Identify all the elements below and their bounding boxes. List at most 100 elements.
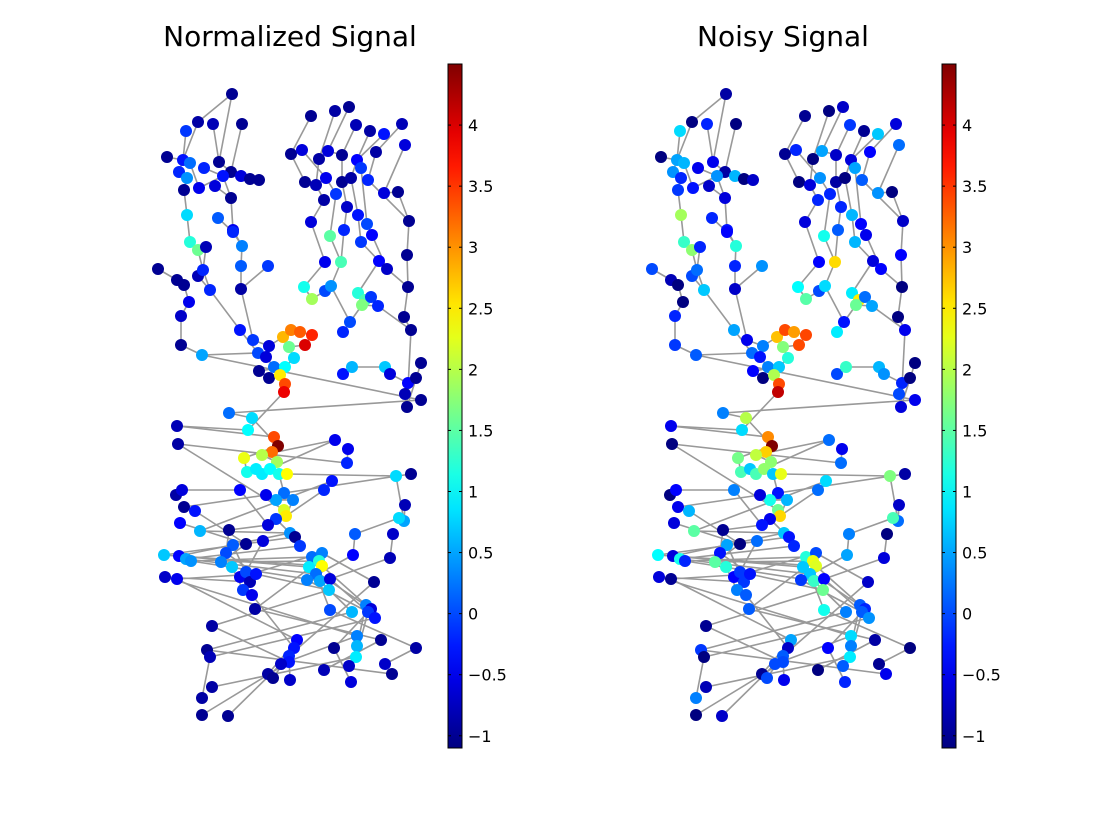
graph-node xyxy=(284,674,296,686)
graph-node xyxy=(703,180,715,192)
graph-node xyxy=(403,215,415,227)
graph-edge xyxy=(695,352,753,356)
graph-node xyxy=(240,538,252,550)
graph-node xyxy=(288,352,300,364)
graph-node xyxy=(669,339,681,351)
graph-edge xyxy=(288,581,375,657)
graph-node xyxy=(790,144,802,156)
graph-edge xyxy=(844,177,853,216)
graph-node xyxy=(757,372,769,384)
graph-node xyxy=(812,484,824,496)
graph-node xyxy=(792,281,804,293)
graph-node xyxy=(250,568,262,580)
graph-node xyxy=(895,401,907,413)
graph-node xyxy=(716,710,728,722)
graph-node xyxy=(881,528,893,540)
graph-edge xyxy=(700,611,847,651)
graph-node xyxy=(379,658,391,670)
graph-node xyxy=(841,549,853,561)
graph-node xyxy=(384,368,396,380)
graph-node xyxy=(280,510,292,522)
graph-edge xyxy=(185,558,317,575)
graph-node xyxy=(324,230,336,242)
graph-edge xyxy=(182,121,199,161)
graph-node xyxy=(175,339,187,351)
graph-node xyxy=(747,174,759,186)
graph-node xyxy=(223,524,235,536)
graph-node xyxy=(714,547,726,559)
graph-node xyxy=(238,452,250,464)
colorbar-tick-label: 3.5 xyxy=(962,177,987,196)
graph-node xyxy=(313,153,325,165)
graph-edge xyxy=(827,647,846,683)
graph-node xyxy=(668,517,680,529)
graph-node xyxy=(399,499,411,511)
graph-node xyxy=(769,658,781,670)
graph-node xyxy=(779,324,791,336)
graph-node xyxy=(386,668,398,680)
graph-node xyxy=(341,457,353,469)
graph-node xyxy=(181,209,193,221)
graph-node xyxy=(181,172,193,184)
graph-node xyxy=(364,125,376,137)
graph-edge xyxy=(688,510,741,545)
graph-edge xyxy=(724,123,737,173)
graph-edge xyxy=(283,473,412,494)
colorbar-tick-label: 1.5 xyxy=(468,421,493,440)
graph-node xyxy=(764,494,776,506)
graph-node xyxy=(242,424,254,436)
colorbar-tick-label: 0 xyxy=(962,605,972,624)
graph-node xyxy=(740,589,752,601)
graph-node xyxy=(783,531,795,543)
graph-node xyxy=(378,187,390,199)
graph-node xyxy=(728,324,740,336)
graph-node xyxy=(844,119,856,131)
graph-node xyxy=(691,264,703,276)
graph-node xyxy=(762,431,774,443)
graph-node xyxy=(717,407,729,419)
graph-node xyxy=(687,182,699,194)
graph-node xyxy=(830,176,842,188)
graph-node xyxy=(845,640,857,652)
graph-node xyxy=(740,412,752,424)
graph-edge xyxy=(360,167,368,225)
graph-node xyxy=(189,505,201,517)
colorbar-tick-label: 3 xyxy=(962,238,972,257)
graph-node xyxy=(320,172,332,184)
graph-edge xyxy=(823,557,885,580)
graph-node xyxy=(329,105,341,117)
graph-node xyxy=(893,499,905,511)
graph-node xyxy=(355,162,367,174)
graph-node xyxy=(256,449,268,461)
graph-node xyxy=(369,612,381,624)
graph-node xyxy=(178,279,190,291)
graph-node xyxy=(306,329,318,341)
graph-node xyxy=(878,368,890,380)
graph-node xyxy=(314,575,326,587)
graph-node xyxy=(672,279,684,291)
graph-node xyxy=(373,255,385,267)
graph-node xyxy=(835,201,847,213)
graph-node xyxy=(893,388,905,400)
graph-node xyxy=(698,284,710,296)
graph-node xyxy=(895,249,907,261)
graph-edge xyxy=(201,354,422,401)
graph-node xyxy=(247,334,259,346)
graph-node xyxy=(351,630,363,642)
graph-node xyxy=(350,651,362,663)
graph-edge xyxy=(183,494,267,508)
graph-edge xyxy=(823,609,911,649)
graph-edge xyxy=(329,557,391,580)
graph-node xyxy=(396,118,408,130)
graph-node xyxy=(324,604,336,616)
graph-edge xyxy=(869,123,897,153)
graph-edge xyxy=(211,589,330,627)
graph-node xyxy=(775,468,787,480)
graph-node xyxy=(299,339,311,351)
graph-edge xyxy=(367,179,410,222)
graph-node xyxy=(346,606,358,618)
graph-node xyxy=(683,505,695,517)
graph-node xyxy=(665,573,677,585)
graph-node xyxy=(835,457,847,469)
graph-node xyxy=(655,151,667,163)
